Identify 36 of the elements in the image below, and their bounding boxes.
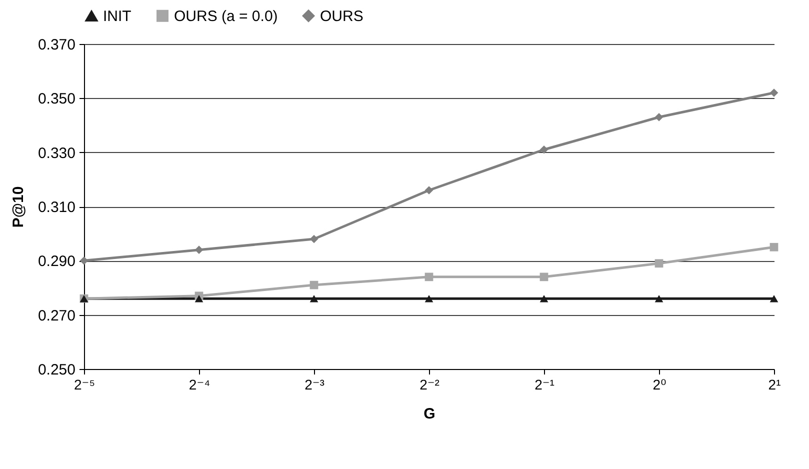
point: [194, 246, 204, 254]
x-tick-label: 2⁻¹: [534, 376, 555, 392]
point: [770, 294, 778, 302]
point: [310, 294, 318, 302]
x-tick-label: 2⁻²: [420, 376, 440, 392]
y-tick-label: 0.290: [38, 253, 76, 270]
point: [194, 294, 204, 302]
y-axis-title: P@10: [10, 186, 27, 228]
y-tick-label: 0.270: [38, 307, 76, 324]
point: [770, 242, 778, 252]
point: [654, 259, 664, 268]
point: [540, 294, 548, 302]
point: [424, 272, 434, 282]
point: [310, 234, 318, 244]
point: [770, 88, 778, 97]
point: [654, 294, 664, 302]
x-tick-label: 2⁻⁴: [188, 376, 210, 392]
legend-label: INIT: [103, 8, 132, 26]
x-axis-title: G: [424, 406, 436, 422]
y-tick-label: 0.310: [38, 199, 76, 216]
legend-label: OURS (a = 0.0): [174, 8, 278, 25]
point: [310, 280, 318, 290]
point: [424, 186, 434, 194]
x-tick-label: 2⁰: [652, 376, 667, 392]
legend-label: OURS: [320, 8, 364, 25]
x-tick-label: 2⁻³: [304, 376, 325, 392]
x-tick-label: 2¹: [768, 376, 782, 392]
point: [424, 294, 434, 302]
point: [654, 112, 664, 122]
y-tick-label: 0.350: [38, 90, 76, 108]
y-tick-label: 0.370: [38, 36, 76, 54]
y-tick-label: 0.250: [38, 362, 76, 378]
x-tick-label: 2⁻⁵: [74, 376, 95, 392]
point: [540, 272, 548, 282]
point: [540, 145, 548, 154]
y-tick-label: 0.330: [38, 144, 76, 162]
